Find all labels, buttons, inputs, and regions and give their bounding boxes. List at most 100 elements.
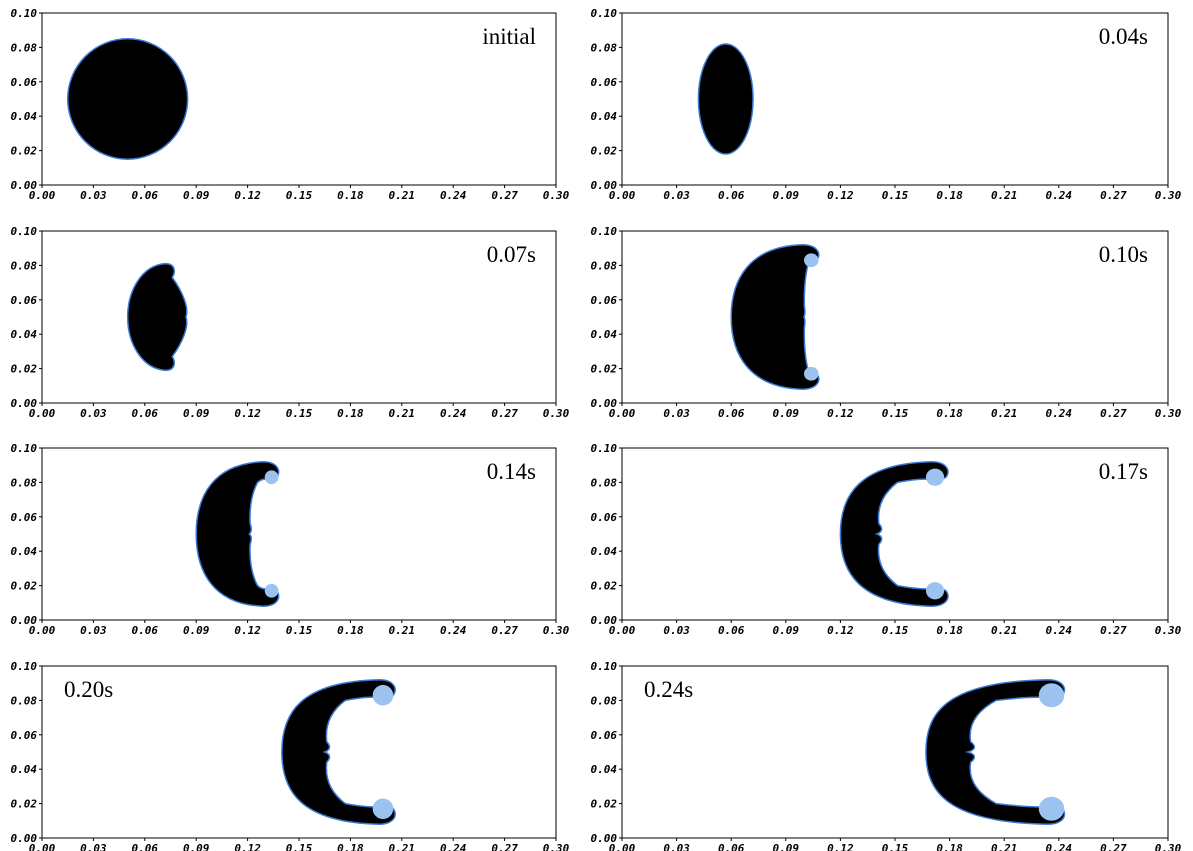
x-tick-label: 0.06 [132, 407, 159, 420]
panel-label: initial [482, 24, 536, 49]
x-tick-label: 0.06 [132, 624, 159, 637]
y-tick-label: 0.00 [11, 614, 38, 627]
vortex [804, 253, 819, 267]
y-tick-label: 0.08 [591, 476, 618, 489]
x-tick-label: 0.15 [882, 189, 909, 202]
y-tick-label: 0.00 [11, 832, 38, 845]
y-tick-label: 0.08 [591, 694, 618, 707]
x-tick-label: 0.03 [80, 842, 107, 851]
x-tick-label: 0.06 [718, 624, 745, 637]
x-tick-label: 0.15 [882, 842, 909, 851]
x-tick-label: 0.24 [1046, 189, 1073, 202]
x-tick-label: 0.24 [1046, 407, 1073, 420]
x-tick-label: 0.15 [286, 407, 313, 420]
y-tick-label: 0.10 [11, 660, 38, 673]
x-tick-label: 0.09 [183, 407, 210, 420]
x-tick-label: 0.03 [80, 407, 107, 420]
y-tick-label: 0.06 [11, 76, 38, 89]
y-tick-label: 0.06 [591, 294, 618, 307]
x-tick-label: 0.15 [882, 624, 909, 637]
y-tick-label: 0.08 [591, 41, 618, 54]
x-tick-label: 0.06 [132, 842, 159, 851]
x-tick-label: 0.12 [827, 842, 854, 851]
x-tick-label: 0.30 [1155, 189, 1182, 202]
y-tick-label: 0.10 [11, 225, 38, 238]
plot-frame [622, 666, 1168, 838]
x-tick-label: 0.06 [718, 842, 745, 851]
x-tick-label: 0.18 [337, 842, 364, 851]
figure: 0.00 0.03 0.06 0.09 0.12 0.15 0.18 0.21 0.24 0.27… [0, 0, 1193, 851]
panel-label: 0.10s [1099, 242, 1148, 267]
y-tick-label: 0.04 [591, 763, 618, 776]
x-tick-label: 0.15 [286, 189, 313, 202]
droplet-group [698, 44, 753, 154]
x-tick-label: 0.15 [286, 842, 313, 851]
vortex [926, 582, 944, 599]
droplet [698, 44, 753, 154]
x-tick-label: 0.18 [337, 189, 364, 202]
plot-frame [622, 231, 1168, 403]
x-tick-label: 0.21 [991, 407, 1018, 420]
y-tick-label: 0.06 [11, 294, 38, 307]
x-tick-label: 0.06 [718, 407, 745, 420]
x-tick-label: 0.18 [936, 842, 963, 851]
vortex [1039, 683, 1064, 707]
panel-label: 0.20s [64, 677, 113, 702]
panel-label: 0.07s [487, 242, 536, 267]
plot-frame [42, 231, 556, 403]
x-tick-label: 0.18 [936, 624, 963, 637]
x-tick-label: 0.24 [1046, 842, 1073, 851]
x-tick-label: 0.27 [1100, 189, 1127, 202]
x-tick-label: 0.21 [389, 189, 416, 202]
x-tick-label: 0.30 [543, 842, 570, 851]
x-tick-label: 0.18 [337, 407, 364, 420]
x-tick-label: 0.30 [543, 624, 570, 637]
x-tick-label: 0.03 [663, 624, 690, 637]
y-tick-label: 0.10 [591, 442, 618, 455]
y-tick-label: 0.02 [11, 363, 38, 376]
vortex [373, 798, 394, 819]
y-tick-label: 0.02 [591, 798, 618, 811]
x-tick-label: 0.15 [286, 624, 313, 637]
y-tick-label: 0.10 [591, 225, 618, 238]
y-tick-label: 0.00 [591, 397, 618, 410]
y-tick-label: 0.00 [591, 614, 618, 627]
y-tick-label: 0.06 [591, 76, 618, 89]
y-tick-label: 0.06 [11, 729, 38, 742]
x-tick-label: 0.03 [663, 842, 690, 851]
x-tick-label: 0.18 [337, 624, 364, 637]
panel-label: 0.24s [644, 677, 693, 702]
x-tick-label: 0.09 [183, 189, 210, 202]
x-tick-label: 0.30 [543, 407, 570, 420]
y-tick-label: 0.08 [11, 41, 38, 54]
x-tick-label: 0.03 [663, 407, 690, 420]
x-tick-label: 0.27 [491, 407, 518, 420]
x-tick-label: 0.09 [773, 189, 800, 202]
y-tick-label: 0.08 [11, 259, 38, 272]
x-tick-label: 0.30 [543, 189, 570, 202]
x-tick-label: 0.21 [991, 624, 1018, 637]
panel-label: 0.14s [487, 459, 536, 484]
y-tick-label: 0.10 [11, 7, 38, 20]
x-tick-label: 0.03 [663, 189, 690, 202]
y-tick-label: 0.02 [591, 145, 618, 158]
y-tick-label: 0.06 [591, 729, 618, 742]
x-tick-label: 0.30 [1155, 624, 1182, 637]
x-tick-label: 0.24 [440, 842, 467, 851]
y-tick-label: 0.04 [591, 545, 618, 558]
y-tick-label: 0.04 [591, 110, 618, 123]
y-tick-label: 0.00 [591, 179, 618, 192]
y-tick-label: 0.00 [591, 832, 618, 845]
x-tick-label: 0.21 [389, 842, 416, 851]
x-tick-label: 0.03 [80, 189, 107, 202]
x-tick-label: 0.21 [991, 842, 1018, 851]
x-tick-label: 0.06 [132, 189, 159, 202]
x-tick-label: 0.09 [183, 624, 210, 637]
x-tick-label: 0.24 [440, 189, 467, 202]
x-tick-label: 0.09 [773, 407, 800, 420]
x-tick-label: 0.18 [936, 407, 963, 420]
